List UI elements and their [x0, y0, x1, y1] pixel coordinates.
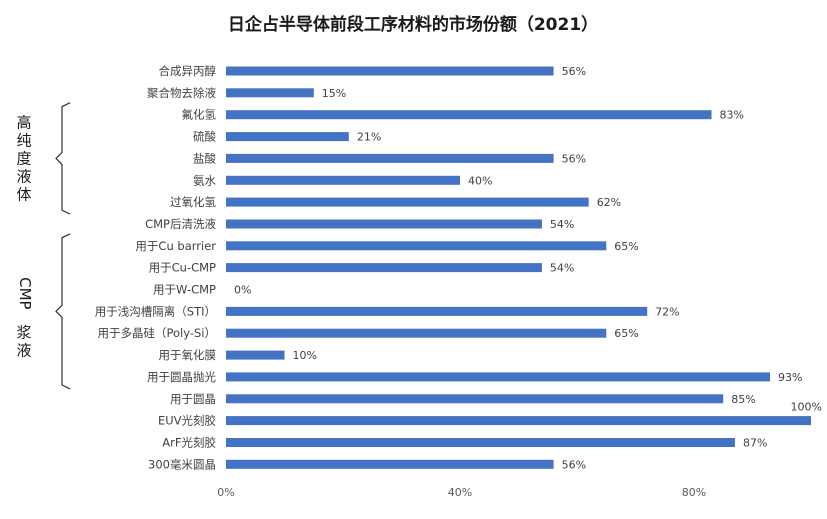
value-label: 100%: [791, 401, 822, 414]
category-label: ArF光刻胶: [162, 436, 216, 450]
bar: [226, 306, 648, 316]
x-tick-label: 40%: [448, 486, 472, 499]
value-label: 93%: [778, 371, 802, 384]
category-label: 合成异丙醇: [159, 64, 217, 78]
value-label: 40%: [468, 174, 492, 187]
bar: [226, 416, 811, 426]
group-label: 高纯度液体: [16, 113, 31, 203]
category-label: EUV光刻胶: [158, 414, 217, 428]
category-label: 用于浅沟槽隔离（STI）: [95, 304, 216, 318]
category-label: 300毫米圆晶: [148, 457, 216, 471]
bar: [226, 241, 607, 251]
value-label: 15%: [322, 87, 346, 100]
bar: [226, 219, 542, 229]
value-label: 62%: [597, 196, 621, 209]
bar: [226, 153, 554, 163]
category-label: 用于氧化膜: [159, 348, 217, 362]
bars-layer: [226, 66, 811, 469]
group-bracket: [55, 102, 71, 215]
category-label: CMP后清洗液: [145, 217, 216, 231]
x-axis-ticks: 0% 40% 80%: [217, 486, 706, 499]
value-label: 56%: [562, 458, 586, 471]
svg-text:CMP: CMP: [16, 277, 34, 309]
category-label: 用于圆晶抛光: [147, 370, 216, 384]
bar: [226, 66, 554, 76]
group-brackets-layer: 高纯度液体 CMP 浆液: [16, 102, 71, 390]
bar: [226, 197, 589, 207]
category-label: 氨水: [193, 173, 216, 187]
group-label: CMP 浆液: [16, 277, 34, 359]
svg-text:浆: 浆: [16, 323, 31, 341]
category-label: 过氧化氢: [170, 195, 216, 209]
category-label: 用于Cu-CMP: [149, 261, 216, 275]
value-label: 83%: [720, 109, 744, 122]
bar: [226, 88, 314, 98]
value-label: 10%: [293, 349, 317, 362]
bar: [226, 132, 349, 142]
value-label: 65%: [614, 327, 638, 340]
category-label: 盐酸: [193, 151, 216, 165]
value-label: 0%: [234, 284, 251, 297]
bar: [226, 459, 554, 469]
category-label: 氟化氢: [182, 108, 217, 122]
category-label: 用于圆晶: [170, 392, 216, 406]
category-label: 聚合物去除液: [147, 86, 216, 100]
value-label: 85%: [731, 393, 755, 406]
value-label: 54%: [550, 218, 574, 231]
bar: [226, 110, 712, 120]
bar: [226, 263, 542, 273]
svg-text:液: 液: [16, 341, 31, 359]
value-label: 21%: [357, 131, 381, 144]
value-label: 87%: [743, 437, 767, 450]
value-label: 56%: [562, 65, 586, 78]
bar: [226, 175, 460, 185]
value-label: 65%: [614, 240, 638, 253]
value-label: 72%: [655, 305, 679, 318]
chart-title: 日企占半导体前段工序材料的市场份额（2021）: [228, 14, 598, 35]
value-labels-layer: 56% 15% 83% 21% 56% 40% 62% 54% 65% 54% 0% 72% 65% 10…: [234, 65, 822, 471]
x-tick-label: 80%: [682, 486, 706, 499]
bar: [226, 394, 724, 404]
group-bracket: [55, 233, 71, 390]
bar: [226, 438, 735, 447]
bar: [226, 328, 607, 338]
value-label: 54%: [550, 262, 574, 275]
category-label: 用于W-CMP: [153, 283, 216, 297]
category-label: 用于多晶硅（Poly-Si）: [97, 326, 216, 340]
value-label: 56%: [562, 152, 586, 165]
bar: [226, 350, 285, 360]
x-tick-label: 0%: [217, 486, 234, 499]
bar: [226, 372, 770, 382]
category-label: 硫酸: [193, 130, 216, 144]
category-label: 用于Cu barrier: [135, 239, 216, 253]
